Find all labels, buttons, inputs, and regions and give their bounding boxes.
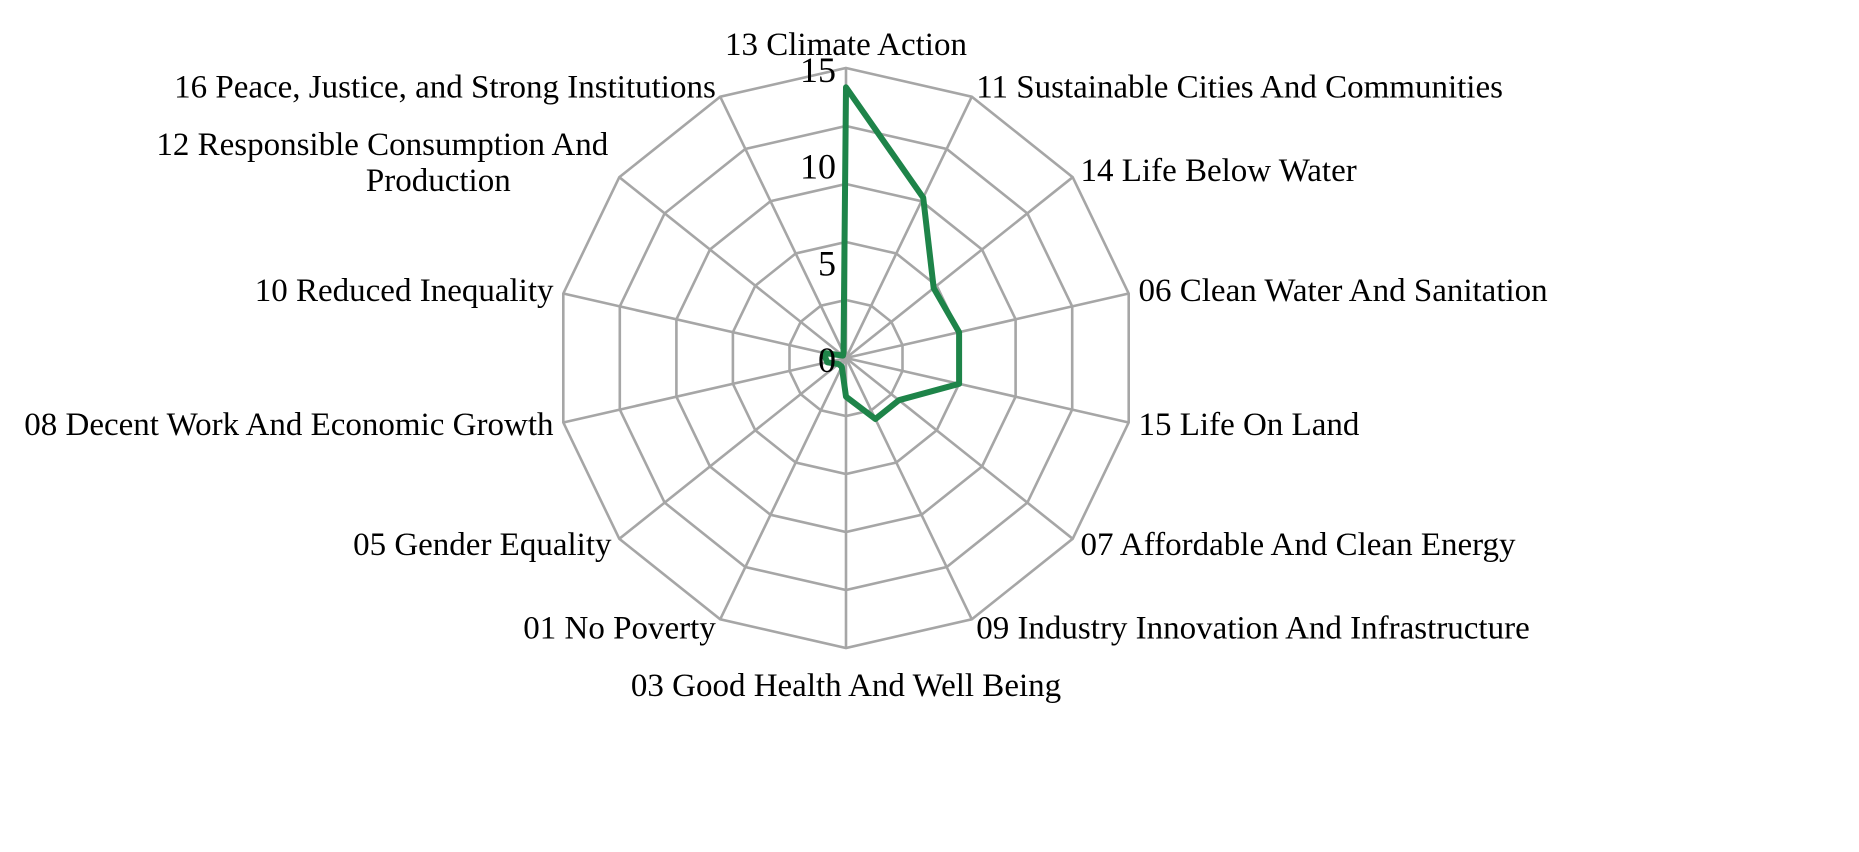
data-point [921, 196, 925, 200]
tick-label: 10 [800, 147, 836, 187]
data-point [957, 382, 961, 386]
grid-spoke [719, 96, 848, 359]
axis-label: 07 Affordable And Clean Energy [1081, 527, 1517, 563]
data-point [825, 360, 829, 364]
axis-label: 09 Industry Innovation And Infrastructur… [976, 610, 1530, 646]
axis-label: 16 Peace, Justice, and Strong Institutio… [174, 70, 716, 106]
data-point [841, 354, 845, 358]
data-point [821, 351, 825, 355]
series-layer [820, 84, 963, 422]
grid-spoke [845, 356, 1074, 540]
tick-label: 15 [800, 50, 836, 90]
axis-label: 12 Responsible Consumption And Production [156, 127, 608, 199]
axis-label: 08 Decent Work And Economic Growth [24, 407, 554, 443]
grid-spoke [844, 357, 973, 620]
grid-spoke [618, 356, 847, 540]
data-point [957, 330, 961, 334]
axis-label: 05 Gender Equality [353, 527, 612, 563]
data-point [897, 398, 901, 402]
axis-label: 13 Climate Action [725, 27, 967, 63]
tick-labels: 0 5 10 15 [800, 50, 836, 380]
data-point [842, 351, 845, 355]
data-point [836, 362, 840, 366]
axis-label: 06 Clean Water And Sanitation [1139, 273, 1548, 309]
data-point [873, 417, 877, 421]
axis-label: 14 Life Below Water [1081, 153, 1357, 189]
grid-spoke [845, 356, 1129, 424]
data-point [844, 395, 848, 399]
axis-label: 11 Sustainable Cities And Communities [976, 70, 1503, 106]
grid-spoke [844, 96, 973, 359]
grid-spoke [563, 356, 847, 424]
data-point [840, 365, 844, 369]
axis-label: 10 Reduced Inequality [255, 273, 554, 309]
data-point [844, 85, 848, 89]
grid-spoke [719, 357, 848, 620]
grid-spoke [845, 176, 1074, 360]
axis-label: 01 No Poverty [523, 610, 716, 646]
grid-spoke [563, 292, 847, 360]
axis-label: 03 Good Health And Well Being [631, 668, 1061, 704]
grid-spoke [618, 176, 847, 360]
data-point [932, 286, 936, 290]
tick-label: 0 [818, 340, 836, 380]
grid-spoke [845, 292, 1129, 360]
axis-label: 15 Life On Land [1139, 407, 1360, 443]
tick-label: 5 [818, 243, 836, 283]
